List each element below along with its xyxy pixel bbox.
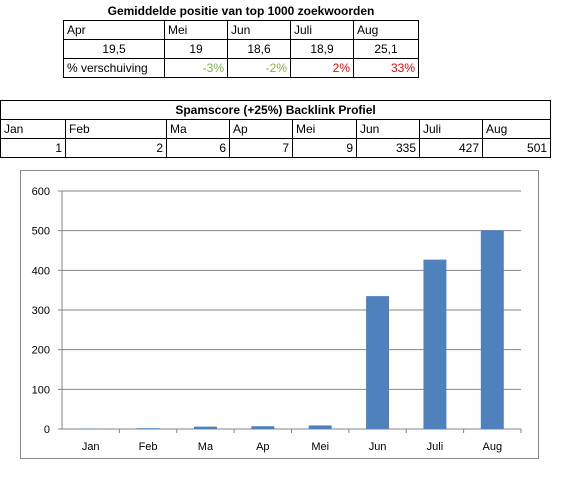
- position-value-mei[interactable]: 19: [164, 39, 228, 59]
- y-tick-label: 600: [32, 186, 50, 198]
- x-tick-label: Jun: [369, 441, 387, 453]
- position-header-mei[interactable]: Mei: [164, 20, 228, 40]
- spam-header-ap[interactable]: Ap: [229, 119, 293, 139]
- bar-ma: [193, 426, 217, 429]
- x-tick-label: Jan: [82, 441, 100, 453]
- position-value-juli[interactable]: 18,9: [290, 39, 354, 59]
- position-value-jun[interactable]: 18,6: [227, 39, 291, 59]
- spam-value-jan[interactable]: 1: [0, 138, 66, 158]
- bar-mei: [308, 425, 332, 429]
- spam-value-feb[interactable]: 2: [65, 138, 167, 158]
- spam-value-juli[interactable]: 427: [419, 138, 483, 158]
- y-tick-label: 200: [32, 345, 50, 357]
- position-header-aug[interactable]: Aug: [353, 20, 419, 40]
- spam-header-feb[interactable]: Feb: [65, 119, 167, 139]
- spamscore-chart[interactable]: 0 100 200 300 400 500 600 Jan Feb Ma Ap Mei Jun Juli A…: [20, 170, 539, 459]
- shift-juli[interactable]: 2%: [290, 58, 354, 78]
- position-value-apr[interactable]: 19,5: [63, 39, 165, 59]
- spam-header-jan[interactable]: Jan: [0, 119, 66, 139]
- spam-header-jun[interactable]: Jun: [356, 119, 420, 139]
- spam-value-mei[interactable]: 9: [292, 138, 357, 158]
- position-header-apr[interactable]: Apr: [63, 20, 165, 40]
- bar-feb: [136, 428, 160, 429]
- shift-mei[interactable]: -3%: [164, 58, 228, 78]
- x-tick-label: Mei: [311, 441, 329, 453]
- chart-svg: 0 100 200 300 400 500 600 Jan Feb Ma Ap Mei Jun Juli A…: [32, 186, 522, 453]
- y-tick-label: 400: [32, 265, 50, 277]
- shift-aug[interactable]: 33%: [353, 58, 419, 78]
- bar-aug: [480, 230, 504, 429]
- shift-jun[interactable]: -2%: [227, 58, 291, 78]
- shift-label[interactable]: % verschuiving: [63, 58, 165, 78]
- x-tick-label: Feb: [139, 441, 158, 453]
- spamscore-table-title: Spamscore (+25%) Backlink Profiel: [0, 100, 552, 120]
- y-tick-label: 500: [32, 226, 50, 238]
- bar-juli: [423, 259, 447, 429]
- position-table: Gemiddelde positie van top 1000 zoekwoor…: [63, 2, 419, 78]
- x-tick-label: Aug: [483, 441, 503, 453]
- y-tick-label: 100: [32, 384, 50, 396]
- position-header-juli[interactable]: Juli: [290, 20, 354, 40]
- position-header-jun[interactable]: Jun: [227, 20, 291, 40]
- spamscore-table: Spamscore (+25%) Backlink Profiel Jan Fe…: [0, 100, 552, 158]
- spam-value-ap[interactable]: 7: [229, 138, 293, 158]
- y-tick-label: 0: [44, 424, 50, 436]
- spam-header-juli[interactable]: Juli: [419, 119, 483, 139]
- spam-value-aug[interactable]: 501: [481, 138, 552, 158]
- spam-header-ma[interactable]: Ma: [166, 119, 230, 139]
- spam-value-jun[interactable]: 335: [356, 138, 420, 158]
- x-tick-label: Juli: [427, 441, 444, 453]
- position-table-title: Gemiddelde positie van top 1000 zoekwoor…: [63, 2, 419, 21]
- x-tick-label: Ma: [198, 441, 214, 453]
- position-value-aug[interactable]: 25,1: [353, 39, 419, 59]
- spam-value-ma[interactable]: 6: [166, 138, 230, 158]
- y-tick-label: 300: [32, 305, 50, 317]
- spam-header-mei[interactable]: Mei: [292, 119, 357, 139]
- bar-jun: [366, 296, 390, 429]
- bar-ap: [251, 426, 275, 429]
- spam-header-aug[interactable]: Aug: [481, 119, 552, 139]
- x-tick-label: Ap: [256, 441, 269, 453]
